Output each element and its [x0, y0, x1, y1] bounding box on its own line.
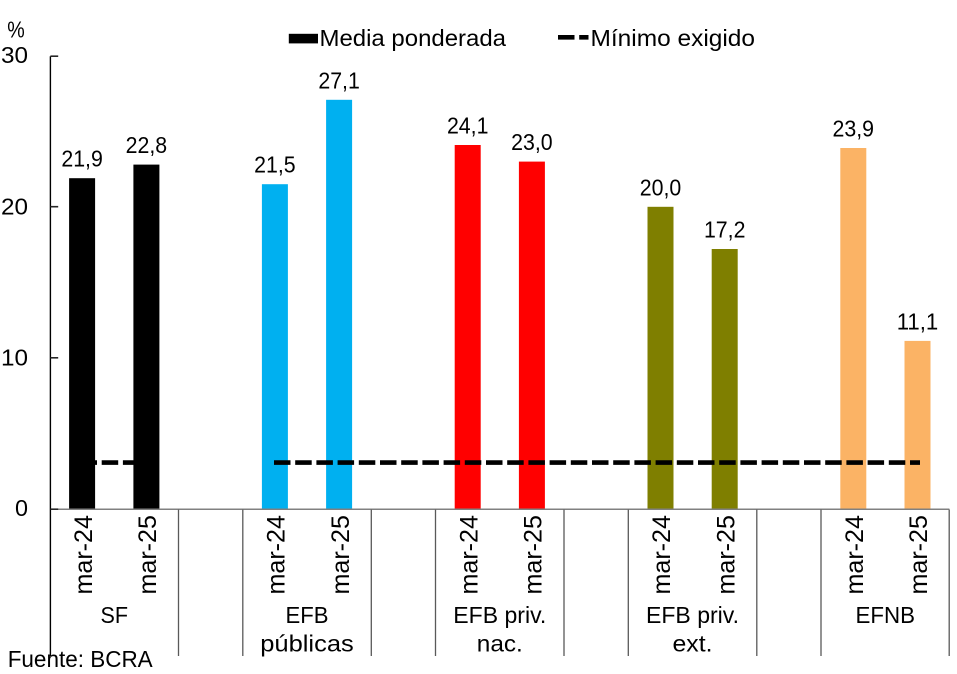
svg-text:23,0: 23,0: [511, 129, 553, 155]
svg-text:públicas: públicas: [260, 631, 354, 657]
svg-text:EFB priv.: EFB priv.: [453, 602, 546, 628]
svg-text:%: %: [7, 16, 25, 42]
svg-text:10: 10: [1, 344, 28, 370]
svg-text:30: 30: [1, 42, 28, 68]
svg-text:mar-25: mar-25: [134, 515, 162, 595]
svg-text:23,9: 23,9: [833, 116, 875, 142]
svg-text:mar-25: mar-25: [905, 515, 933, 595]
svg-text:mar-24: mar-24: [263, 515, 291, 595]
svg-text:11,1: 11,1: [897, 308, 939, 334]
svg-text:Fuente: BCRA: Fuente: BCRA: [8, 646, 153, 672]
svg-text:Mínimo exigido: Mínimo exigido: [591, 25, 756, 51]
svg-text:mar-25: mar-25: [712, 515, 740, 595]
svg-text:mar-24: mar-24: [455, 515, 483, 595]
svg-text:24,1: 24,1: [447, 113, 489, 139]
svg-text:mar-25: mar-25: [520, 515, 548, 595]
svg-text:EFNB: EFNB: [856, 602, 916, 628]
svg-text:0: 0: [15, 495, 28, 521]
svg-text:20,0: 20,0: [640, 174, 682, 200]
svg-text:22,8: 22,8: [126, 132, 168, 158]
svg-text:mar-24: mar-24: [648, 515, 676, 595]
svg-text:mar-24: mar-24: [70, 515, 98, 595]
svg-text:Media ponderada: Media ponderada: [320, 25, 507, 51]
svg-text:ext.: ext.: [673, 631, 713, 657]
svg-text:27,1: 27,1: [318, 67, 360, 93]
svg-text:17,2: 17,2: [704, 217, 746, 243]
svg-text:mar-24: mar-24: [841, 515, 869, 595]
svg-text:EFB: EFB: [286, 602, 329, 628]
svg-text:20: 20: [1, 193, 28, 219]
svg-text:EFB priv.: EFB priv.: [646, 602, 739, 628]
svg-text:mar-25: mar-25: [327, 515, 355, 595]
svg-text:21,5: 21,5: [254, 152, 296, 178]
svg-text:SF: SF: [101, 602, 129, 628]
svg-text:21,9: 21,9: [61, 146, 103, 172]
svg-text:nac.: nac.: [477, 631, 523, 657]
